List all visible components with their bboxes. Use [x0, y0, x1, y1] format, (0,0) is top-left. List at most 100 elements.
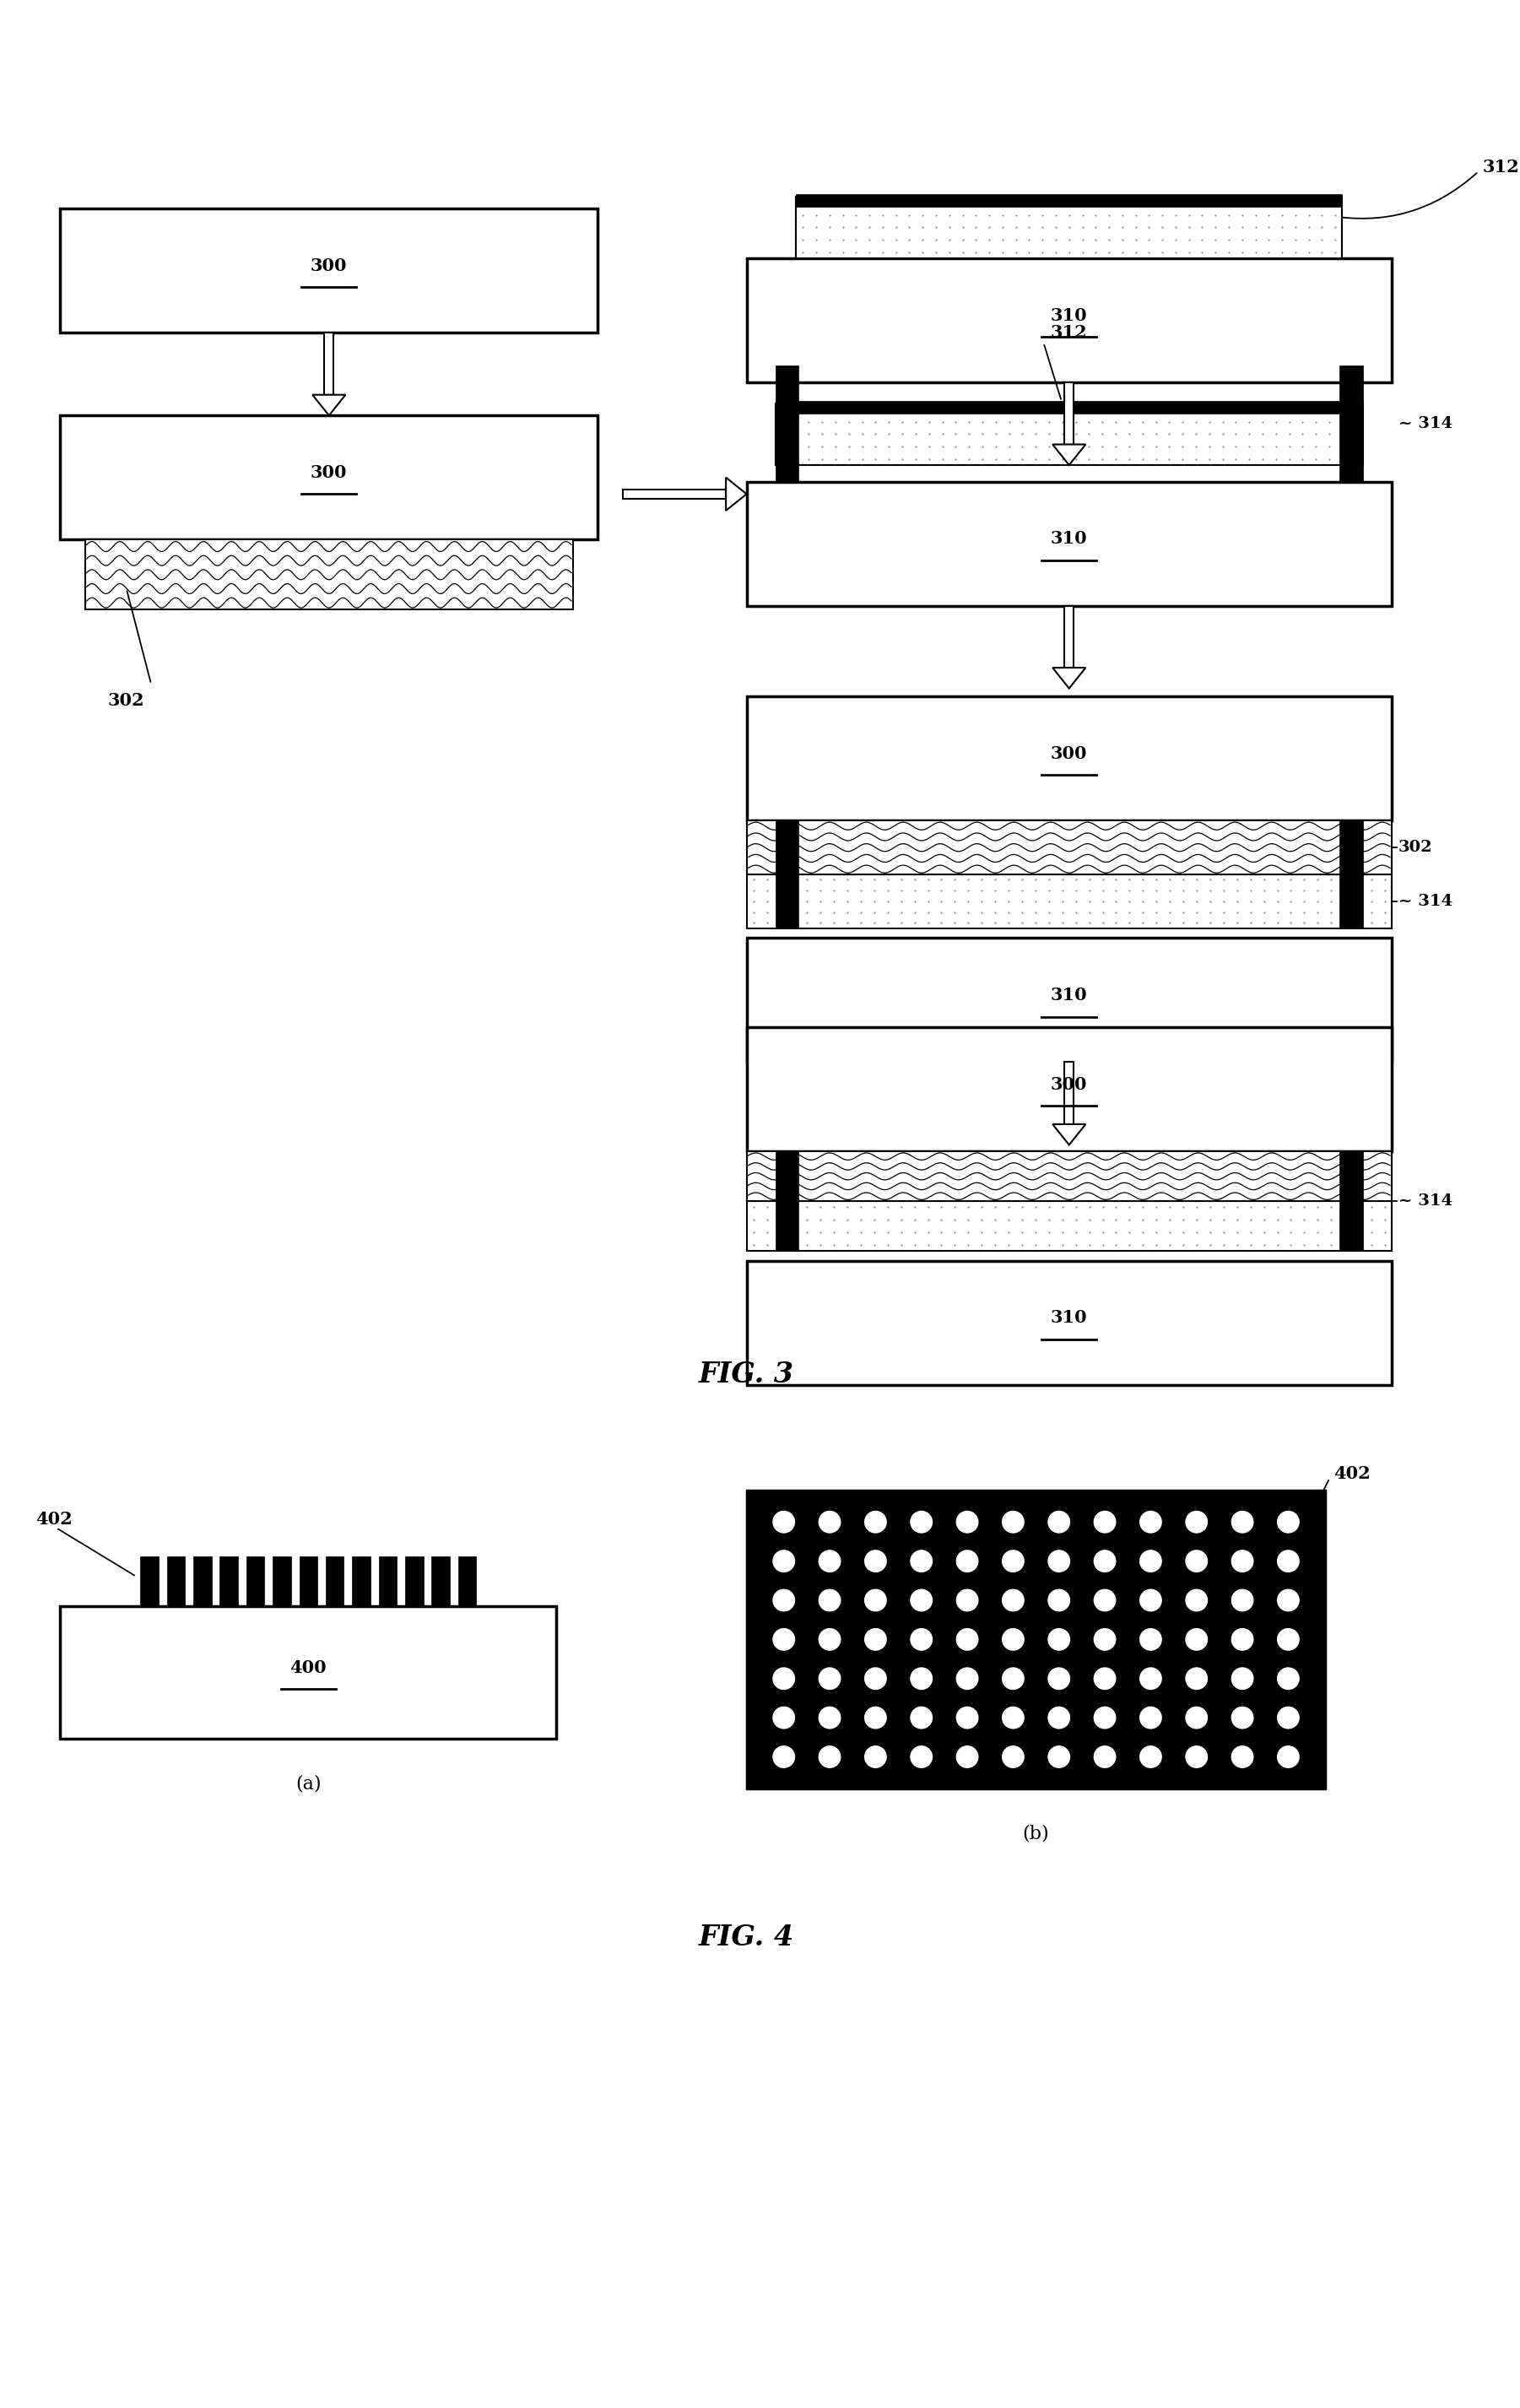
Text: 300: 300: [1050, 1076, 1087, 1093]
Circle shape: [1277, 1512, 1300, 1534]
Circle shape: [1140, 1707, 1161, 1729]
Circle shape: [1277, 1551, 1300, 1572]
Bar: [61, 417, 597, 539]
Bar: [61, 209, 597, 332]
Text: ~ 314: ~ 314: [1398, 417, 1452, 431]
Circle shape: [819, 1746, 841, 1767]
Circle shape: [1049, 1746, 1070, 1767]
Circle shape: [819, 1551, 841, 1572]
Bar: [85, 539, 573, 609]
Circle shape: [865, 1551, 886, 1572]
Circle shape: [1277, 1669, 1300, 1690]
Circle shape: [1049, 1551, 1070, 1572]
Circle shape: [774, 1589, 795, 1611]
Circle shape: [819, 1707, 841, 1729]
Text: 310: 310: [1050, 306, 1087, 323]
Circle shape: [865, 1589, 886, 1611]
Circle shape: [1186, 1512, 1207, 1534]
Text: 402: 402: [1333, 1466, 1371, 1483]
Circle shape: [819, 1589, 841, 1611]
Circle shape: [819, 1628, 841, 1649]
Text: 312: 312: [1482, 159, 1520, 176]
Bar: [746, 1028, 1392, 1151]
Bar: [746, 696, 1392, 821]
Bar: [775, 366, 798, 482]
Bar: [324, 332, 333, 395]
Circle shape: [956, 1746, 977, 1767]
Bar: [1339, 366, 1362, 482]
Bar: [458, 1556, 476, 1606]
Circle shape: [1140, 1589, 1161, 1611]
Circle shape: [1140, 1746, 1161, 1767]
Polygon shape: [313, 395, 345, 417]
Circle shape: [774, 1669, 795, 1690]
Bar: [378, 1556, 397, 1606]
Bar: [1339, 1151, 1362, 1250]
Circle shape: [1277, 1589, 1300, 1611]
Bar: [775, 821, 798, 927]
Bar: [746, 482, 1392, 607]
Circle shape: [1186, 1628, 1207, 1649]
Circle shape: [1049, 1669, 1070, 1690]
Text: 402: 402: [35, 1512, 73, 1529]
Bar: [623, 489, 727, 498]
Bar: [746, 821, 1392, 874]
Bar: [746, 1151, 1392, 1202]
Circle shape: [956, 1707, 977, 1729]
Text: FIG. 4: FIG. 4: [699, 1924, 795, 1950]
Circle shape: [865, 1669, 886, 1690]
Circle shape: [956, 1551, 977, 1572]
Circle shape: [1140, 1512, 1161, 1534]
Circle shape: [1094, 1669, 1116, 1690]
Circle shape: [1049, 1512, 1070, 1534]
Text: 300: 300: [1050, 744, 1087, 763]
Text: 300: 300: [310, 465, 348, 482]
Polygon shape: [1052, 667, 1085, 689]
Circle shape: [956, 1589, 977, 1611]
Bar: [220, 1556, 239, 1606]
Circle shape: [1140, 1628, 1161, 1649]
Circle shape: [774, 1551, 795, 1572]
Text: 310: 310: [1050, 987, 1087, 1004]
Circle shape: [774, 1746, 795, 1767]
Polygon shape: [1052, 1125, 1085, 1144]
Bar: [1064, 607, 1073, 667]
Circle shape: [1231, 1746, 1252, 1767]
Bar: [746, 1491, 1325, 1789]
Circle shape: [1186, 1707, 1207, 1729]
Circle shape: [910, 1746, 932, 1767]
Text: 400: 400: [290, 1659, 327, 1676]
Circle shape: [1231, 1707, 1252, 1729]
Polygon shape: [1052, 445, 1085, 465]
Bar: [1064, 383, 1073, 445]
Bar: [299, 1556, 318, 1606]
Circle shape: [1002, 1669, 1024, 1690]
Bar: [796, 193, 1342, 207]
Bar: [775, 1151, 798, 1250]
Circle shape: [1231, 1589, 1252, 1611]
Circle shape: [1277, 1746, 1300, 1767]
Circle shape: [910, 1628, 932, 1649]
Circle shape: [1049, 1628, 1070, 1649]
Circle shape: [865, 1707, 886, 1729]
Circle shape: [1140, 1669, 1161, 1690]
Circle shape: [819, 1669, 841, 1690]
Bar: [61, 1606, 556, 1739]
Circle shape: [865, 1746, 886, 1767]
Circle shape: [1186, 1589, 1207, 1611]
Circle shape: [865, 1512, 886, 1534]
Circle shape: [774, 1707, 795, 1729]
Text: 302: 302: [108, 694, 144, 710]
Circle shape: [956, 1512, 977, 1534]
Circle shape: [1002, 1746, 1024, 1767]
Bar: [193, 1556, 211, 1606]
Circle shape: [819, 1512, 841, 1534]
Circle shape: [1049, 1589, 1070, 1611]
Circle shape: [774, 1512, 795, 1534]
Circle shape: [1094, 1589, 1116, 1611]
Text: ~ 314: ~ 314: [1398, 1194, 1452, 1209]
Bar: [1064, 1062, 1073, 1125]
Text: (a): (a): [295, 1775, 321, 1794]
Bar: [404, 1556, 423, 1606]
Bar: [746, 1262, 1392, 1385]
